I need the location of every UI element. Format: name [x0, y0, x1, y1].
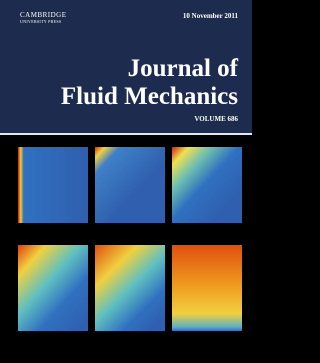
- panel: [95, 147, 165, 223]
- panel: [95, 245, 165, 331]
- publisher: Cambridge University Press: [20, 11, 67, 24]
- panel: [18, 147, 88, 223]
- journal-cover: Cambridge University Press 10 November 2…: [0, 0, 252, 363]
- journal-title-line1: Journal of: [128, 56, 238, 82]
- panel: [172, 147, 242, 223]
- journal-title-line2: Fluid Mechanics: [61, 84, 238, 110]
- simulation-panels: [0, 135, 252, 363]
- cover-header: Cambridge University Press 10 November 2…: [0, 0, 252, 135]
- volume: VOLUME 686: [194, 115, 238, 123]
- publisher-name: Cambridge: [20, 11, 67, 19]
- panel: [18, 245, 88, 331]
- panel: [172, 245, 242, 331]
- issue-date: 10 November 2011: [183, 12, 238, 20]
- publisher-sub: University Press: [20, 19, 67, 24]
